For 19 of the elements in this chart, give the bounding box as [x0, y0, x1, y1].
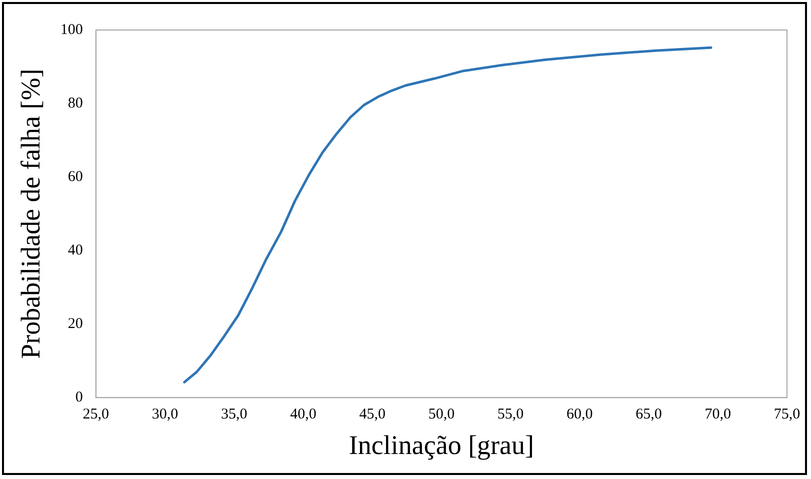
x-tick-label: 65,0	[636, 406, 662, 423]
x-tick-label: 60,0	[566, 406, 593, 423]
x-axis-title: Inclinação [grau]	[348, 430, 534, 460]
x-tick-label: 35,0	[220, 406, 248, 423]
y-tick-label: 40	[68, 242, 83, 258]
x-tick-label: 30,0	[152, 406, 178, 423]
x-tick-label: 75,0	[774, 406, 800, 423]
x-tick-label: 40,0	[290, 406, 316, 423]
y-tick-label: 100	[60, 22, 83, 38]
x-tick-label: 55,0	[497, 406, 524, 423]
y-axis-title: Probabilidade de falha [%]	[15, 68, 46, 359]
y-tick-label: 20	[68, 316, 83, 332]
y-tick-label: 60	[68, 168, 83, 185]
x-tick-label: 45,0	[359, 406, 386, 423]
x-tick-label: 25,0	[82, 406, 110, 423]
x-tick-label: 70,0	[704, 406, 732, 423]
x-tick-label: 50,0	[428, 406, 455, 423]
y-tick-label: 0	[75, 390, 83, 406]
y-tick-label: 80	[68, 95, 83, 112]
